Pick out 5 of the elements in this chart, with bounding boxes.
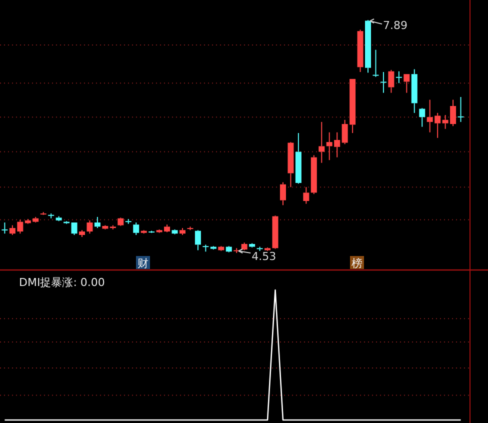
text: 榜 (352, 257, 362, 270)
text: 财 (138, 257, 148, 270)
annotation: 4.53 (252, 250, 276, 263)
annotation: 7.89 (383, 19, 408, 32)
chart-title: DMI捉暴涨: 0.00 (19, 276, 105, 289)
